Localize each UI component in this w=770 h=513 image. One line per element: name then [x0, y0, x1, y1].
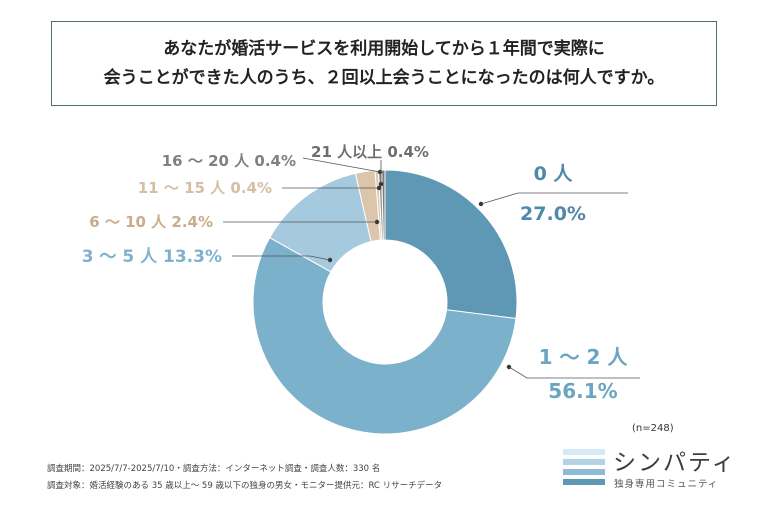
data-label-category: 0 人: [534, 163, 574, 185]
leader-line: [480, 192, 628, 205]
sample-size-label: (n=248): [632, 423, 674, 434]
leader-line: [302, 157, 381, 173]
logo-bar: [563, 459, 605, 465]
logo-tagline: 独身専用コミュニティ: [614, 479, 719, 490]
donut-slice: [252, 237, 517, 435]
data-label: 21 人以上 0.4%: [311, 143, 429, 161]
title-box: あなたが婚活サービスを利用開始してから１年間で実際に 会うことができた人のうち、…: [51, 21, 717, 106]
footnote-survey-target: 調査対象：婚活経験のある 35 歳以上～ 59 歳以下の独身の男女・モニター提供…: [47, 481, 443, 491]
data-label: 16 ～ 20 人 0.4%: [162, 152, 296, 170]
data-label-value: 27.0%: [520, 203, 586, 225]
leader-line: [232, 255, 331, 261]
donut-slice: [381, 169, 386, 241]
donut-slice: [384, 169, 518, 320]
chart-title-line-2: 会うことができた人のうち、２回以上会うことになったのは何人ですか。: [103, 67, 665, 88]
footnote-survey-info: 調査期間：2025/7/7-2025/7/10・調査方法：インターネット調査・調…: [47, 464, 381, 474]
logo-name: シンパティ: [613, 450, 737, 476]
data-label-value: 56.1%: [548, 379, 617, 403]
logo-bar: [563, 449, 605, 455]
chart-title-line-1: あなたが婚活サービスを利用開始してから１年間で実際に: [163, 38, 605, 59]
brand-logo: シンパティ 独身専用コミュニティ: [563, 447, 735, 492]
logo-bar: [563, 479, 605, 485]
leader-line: [508, 366, 640, 379]
data-label: 11 ～ 15 人 0.4%: [138, 179, 272, 197]
logo-bar: [563, 469, 605, 475]
data-label: 6 ～ 10 人 2.4%: [89, 213, 213, 231]
logo-bars-icon: [563, 449, 605, 489]
data-label-category: 1 ～ 2 人: [539, 345, 629, 369]
data-label: 3 ～ 5 人 13.3%: [82, 247, 222, 267]
